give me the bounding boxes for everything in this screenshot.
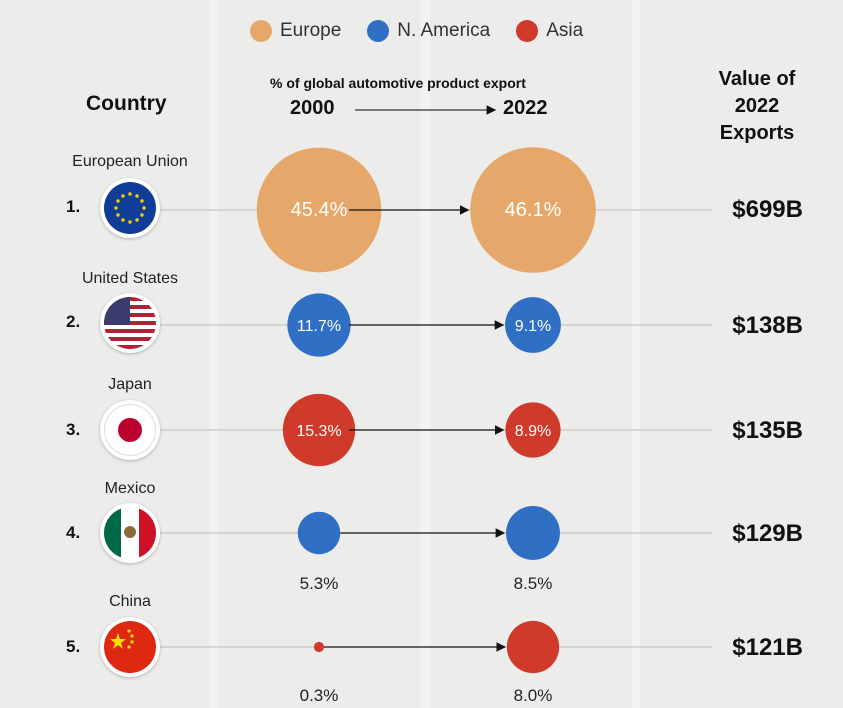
bubble-2000-china xyxy=(313,641,325,653)
legend-item-europe: Europe xyxy=(250,20,341,42)
country-name-eu: European Union xyxy=(72,153,188,170)
flag-eu xyxy=(100,178,160,238)
bubble-label-2000-us: 11.7% xyxy=(297,318,341,335)
row-eu: 45.4% 46.1% xyxy=(160,147,712,273)
rank-china: 5. xyxy=(66,637,81,656)
legend-swatch-north-america xyxy=(367,20,390,42)
flag-mexico xyxy=(100,503,160,563)
eu-flag-icon xyxy=(104,182,156,234)
country-name-china: China xyxy=(109,593,151,610)
row-japan: 15.3% 8.9% xyxy=(160,393,712,467)
japan-flag-icon xyxy=(104,404,156,456)
us-flag-icon xyxy=(104,297,156,349)
year-start-header: 2000 xyxy=(290,97,335,119)
mexico-flag-emblem xyxy=(124,526,136,538)
background-band-left xyxy=(210,0,218,708)
chart-subtitle: % of global automotive product export xyxy=(270,75,526,91)
label-2000-mexico: 5.3% xyxy=(299,574,339,593)
us-flag-canton xyxy=(104,297,130,325)
bubble-label-2022-us: 9.1% xyxy=(515,318,551,335)
legend-label-asia: Asia xyxy=(546,20,584,41)
legend-label-europe: Europe xyxy=(280,20,342,41)
bubble-label-2022-japan: 8.9% xyxy=(515,423,551,440)
bubble-2022-japan xyxy=(505,402,561,458)
country-name-us: United States xyxy=(81,270,179,287)
country-name-japan: Japan xyxy=(108,376,152,393)
bubble-2000-eu xyxy=(256,147,382,273)
country-column-header: Country xyxy=(86,92,167,115)
rank-japan: 3. xyxy=(66,420,81,439)
value-eu: $699B xyxy=(732,196,803,223)
value-header-line2: 2022 xyxy=(734,95,780,117)
legend-swatch-asia xyxy=(516,20,539,42)
background-band-right xyxy=(632,0,640,708)
bubble-2000-us xyxy=(287,293,351,357)
bubble-2022-us xyxy=(505,297,561,353)
rank-eu: 1. xyxy=(66,197,81,216)
value-us: $138B xyxy=(732,312,803,339)
label-2022-china: 8.0% xyxy=(513,686,553,705)
rank-mexico: 4. xyxy=(66,523,81,542)
label-2022-mexico: 8.5% xyxy=(513,574,553,593)
bubble-2022-eu xyxy=(470,147,596,273)
bubble-label-2000-eu: 45.4% xyxy=(291,199,348,221)
year-end-header: 2022 xyxy=(503,97,548,119)
flag-us xyxy=(100,293,160,353)
value-japan: $135B xyxy=(732,417,803,444)
mexico-flag-icon xyxy=(104,507,156,559)
rank-us: 2. xyxy=(66,312,81,331)
legend-item-north-america: N. America xyxy=(367,20,490,42)
bubble-2000-mexico xyxy=(297,511,341,555)
label-2000-china: 0.3% xyxy=(299,686,339,705)
value-column-header: Value of 2022 Exports xyxy=(707,66,807,147)
value-mexico: $129B xyxy=(732,520,803,547)
row-china xyxy=(160,620,712,674)
bubble-label-2000-japan: 15.3% xyxy=(296,423,341,440)
legend-label-north-america: N. America xyxy=(397,20,491,41)
china-flag-icon xyxy=(104,621,156,673)
value-china: $121B xyxy=(732,634,803,661)
legend: Europe N. America Asia xyxy=(250,20,583,42)
legend-item-asia: Asia xyxy=(516,20,583,42)
value-header-line1: Value of xyxy=(718,68,796,90)
legend-swatch-europe xyxy=(250,20,272,42)
flag-japan xyxy=(100,400,160,460)
bubble-label-2022-eu: 46.1% xyxy=(505,199,562,221)
row-mexico xyxy=(160,506,712,560)
flag-china xyxy=(100,617,160,677)
country-name-mexico: Mexico xyxy=(104,480,156,497)
japan-flag-disc xyxy=(118,418,142,442)
bubble-2000-japan xyxy=(282,393,356,467)
value-header-line3: Exports xyxy=(719,122,795,144)
bubble-2022-mexico xyxy=(506,506,560,560)
bubble-2022-china xyxy=(506,620,560,674)
row-us: 11.7% 9.1% xyxy=(160,293,712,357)
background-band-mid xyxy=(420,0,430,708)
